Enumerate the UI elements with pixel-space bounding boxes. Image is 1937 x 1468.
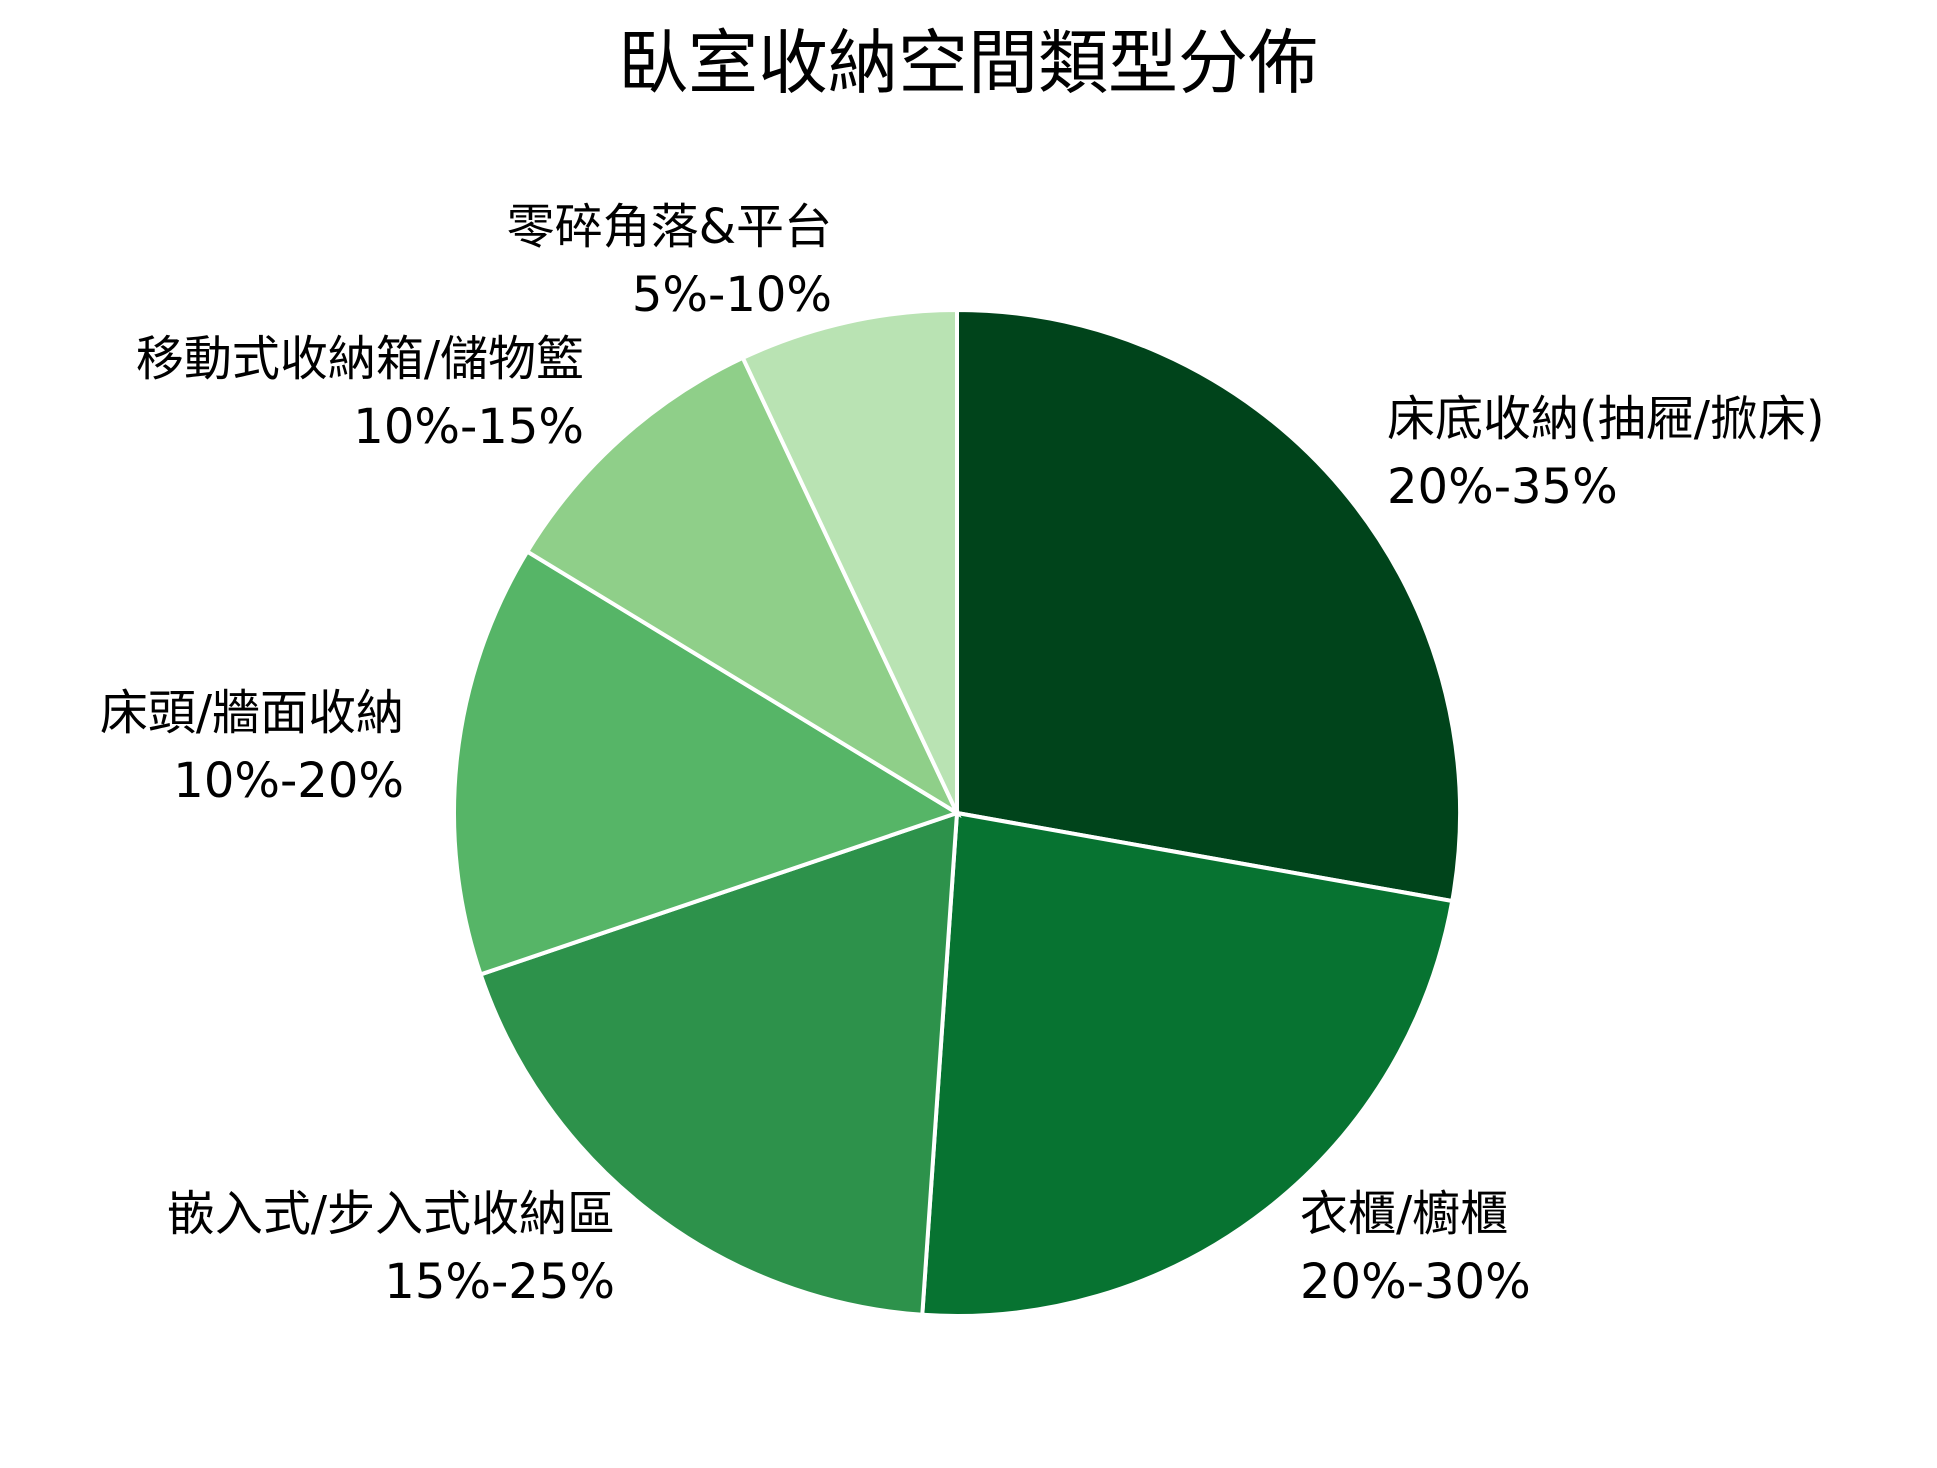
chart-title: 臥室收納空間類型分佈 (618, 22, 1318, 104)
pie-slice (452, 548, 962, 977)
slice-range-label: 20%-30% (1300, 1254, 1531, 1310)
slice-label: 床頭/牆面收納 (100, 685, 404, 741)
slice-range-label: 10%-15% (353, 399, 584, 455)
pie-slice (740, 307, 959, 814)
slice-range-label: 20%-35% (1387, 459, 1618, 515)
slice-range-label: 15%-25% (384, 1254, 615, 1310)
slice-label: 移動式收納箱/儲物籃 (136, 331, 584, 387)
pie-slice (478, 810, 960, 1317)
pie-slice (955, 307, 1462, 904)
slice-label: 嵌入式/步入式收納區 (167, 1186, 615, 1242)
slice-label: 床底收納(抽屜/掀床) (1387, 391, 1825, 447)
pie-slice (524, 355, 962, 819)
slice-range-label: 5%-10% (632, 267, 832, 323)
slice-range-label: 10%-20% (173, 753, 404, 809)
pie-slice (920, 810, 1455, 1318)
slice-label: 零碎角落&平台 (507, 199, 832, 255)
slice-label: 衣櫃/櫥櫃 (1300, 1186, 1508, 1242)
